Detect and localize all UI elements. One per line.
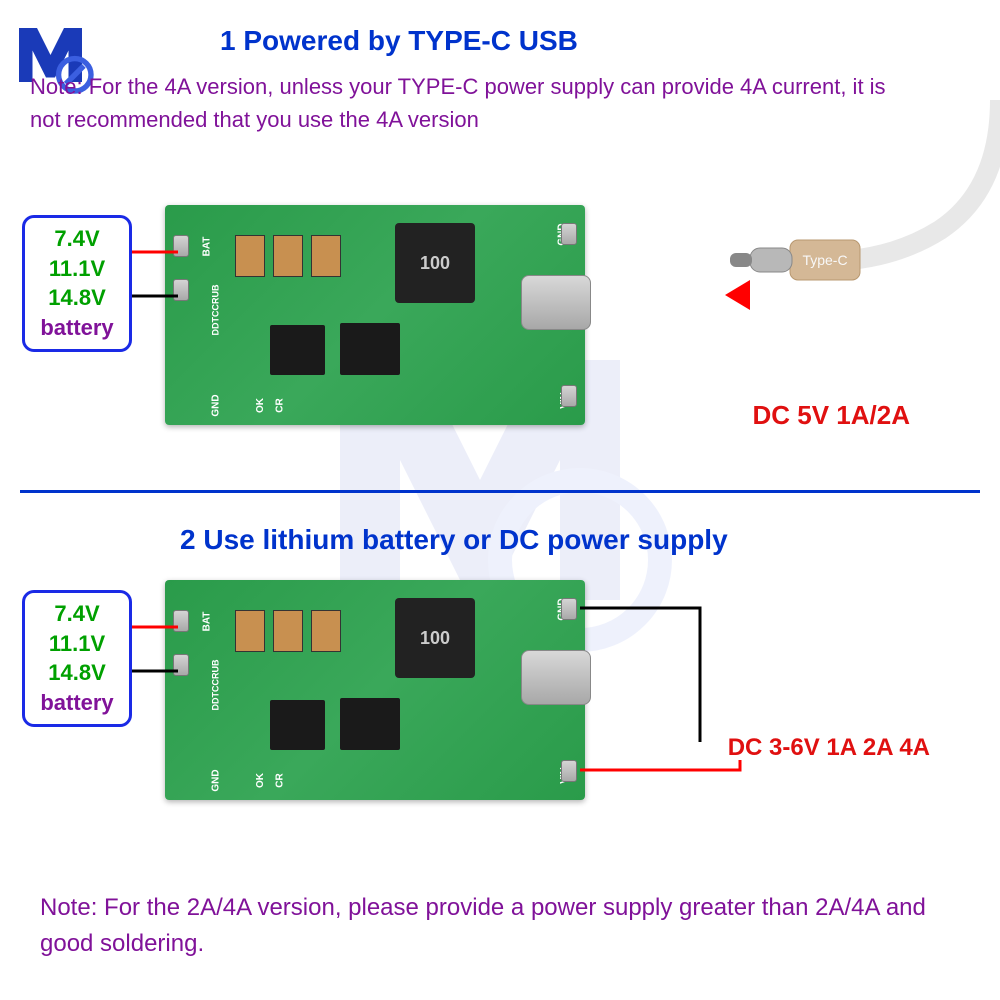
pcb-board-1: BAT DDTCCRUB GND OK CR GND RCS VIN 100 bbox=[165, 205, 585, 425]
battery-v1-2: 7.4V bbox=[35, 599, 119, 629]
dc-label-2: DC 3-6V 1A 2A 4A bbox=[728, 734, 930, 762]
silk-ok: OK bbox=[255, 398, 266, 413]
pad-vin-right bbox=[561, 385, 577, 407]
cap-1 bbox=[235, 235, 265, 277]
battery-v1: 7.4V bbox=[35, 224, 119, 254]
ic-chip-2b bbox=[340, 698, 400, 750]
silk-model-2: DDTCCRUB bbox=[211, 660, 221, 711]
silk-cr-2: CR bbox=[275, 773, 286, 787]
usbc-port-2 bbox=[521, 650, 591, 705]
inductor-2: 100 bbox=[395, 598, 475, 678]
silk-bat: BAT bbox=[201, 237, 212, 257]
pcb-board-2: BAT DDTCCRUB GND OK CR GND RCS VIN 100 bbox=[165, 580, 585, 800]
pad-bat-2 bbox=[173, 610, 189, 632]
ic-chip-2 bbox=[340, 323, 400, 375]
battery-box-1: 7.4V 11.1V 14.8V battery bbox=[22, 215, 132, 352]
section-divider bbox=[20, 490, 980, 493]
pad-bat bbox=[173, 235, 189, 257]
battery-v3: 14.8V bbox=[35, 283, 119, 313]
inductor: 100 bbox=[395, 223, 475, 303]
silk-model: DDTCCRUB bbox=[211, 285, 221, 336]
battery-v2: 11.1V bbox=[35, 254, 119, 284]
cap-2 bbox=[273, 235, 303, 277]
pad-vin-right-2 bbox=[561, 760, 577, 782]
silk-ok-2: OK bbox=[255, 773, 266, 788]
pad-gnd-left bbox=[173, 279, 189, 301]
ic-chip-1b bbox=[270, 700, 325, 750]
pad-gnd-right-2 bbox=[561, 598, 577, 620]
dc-label-1: DC 5V 1A/2A bbox=[753, 400, 911, 431]
usb-c-cable: Type-C bbox=[720, 100, 1000, 400]
section2-note: Note: For the 2A/4A version, please prov… bbox=[40, 890, 960, 962]
silk-gnd-bl-2: GND bbox=[211, 769, 222, 791]
cap-2b bbox=[273, 610, 303, 652]
battery-v3-2: 14.8V bbox=[35, 658, 119, 688]
battery-label: battery bbox=[35, 313, 119, 343]
ic-chip-1 bbox=[270, 325, 325, 375]
silk-cr: CR bbox=[275, 398, 286, 412]
cap-3b bbox=[311, 610, 341, 652]
silk-gnd-bl: GND bbox=[211, 394, 222, 416]
usb-cable-label: Type-C bbox=[802, 252, 847, 268]
section2-title: 2 Use lithium battery or DC power supply bbox=[180, 524, 728, 556]
pad-gnd-right bbox=[561, 223, 577, 245]
battery-label-2: battery bbox=[35, 688, 119, 718]
usbc-port bbox=[521, 275, 591, 330]
section1-title: 1 Powered by TYPE-C USB bbox=[220, 25, 578, 57]
silk-bat-2: BAT bbox=[201, 612, 212, 632]
cap-3 bbox=[311, 235, 341, 277]
cap-1b bbox=[235, 610, 265, 652]
battery-v2-2: 11.1V bbox=[35, 629, 119, 659]
battery-box-2: 7.4V 11.1V 14.8V battery bbox=[22, 590, 132, 727]
pad-gnd-left-2 bbox=[173, 654, 189, 676]
